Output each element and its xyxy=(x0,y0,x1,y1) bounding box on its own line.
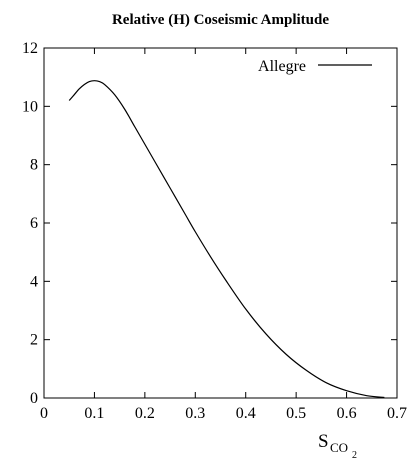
legend-label-allegre: Allegre xyxy=(258,58,306,75)
y-tick-label: 10 xyxy=(22,98,38,115)
plot-frame xyxy=(43,47,398,399)
x-tick-label: 0.5 xyxy=(286,405,306,422)
legend: Allegre xyxy=(258,58,372,75)
x-axis: 0 0.1 0.2 0.3 0.4 0.5 0.6 0.7 xyxy=(40,48,407,422)
x-tick-label: 0.2 xyxy=(135,405,155,422)
x-tick-label: 0.3 xyxy=(185,405,205,422)
y-tick-label: 12 xyxy=(22,40,38,57)
chart-title: Relative (H) Coseismic Amplitude xyxy=(112,12,329,28)
x-tick-label: 0.4 xyxy=(236,405,256,422)
y-tick-label: 8 xyxy=(30,157,38,174)
y-tick-label: 6 xyxy=(30,215,38,232)
x-axis-label: S CO 2 xyxy=(318,431,357,461)
x-axis-label-subscript: CO xyxy=(330,440,348,455)
x-tick-label: 0.7 xyxy=(387,405,407,422)
x-tick-label: 0.1 xyxy=(84,405,104,422)
x-axis-label-main: S xyxy=(318,431,329,452)
y-tick-label: 4 xyxy=(30,273,38,290)
x-axis-label-subsubscript: 2 xyxy=(352,450,357,461)
y-tick-label: 0 xyxy=(30,390,38,407)
series-layer xyxy=(68,80,385,399)
x-tick-label: 0 xyxy=(40,405,48,422)
x-tick-label: 0.6 xyxy=(337,405,357,422)
series-line-allegre xyxy=(68,80,385,399)
y-tick-label: 2 xyxy=(30,332,38,349)
y-axis: 0 2 4 6 8 10 12 xyxy=(22,40,397,407)
